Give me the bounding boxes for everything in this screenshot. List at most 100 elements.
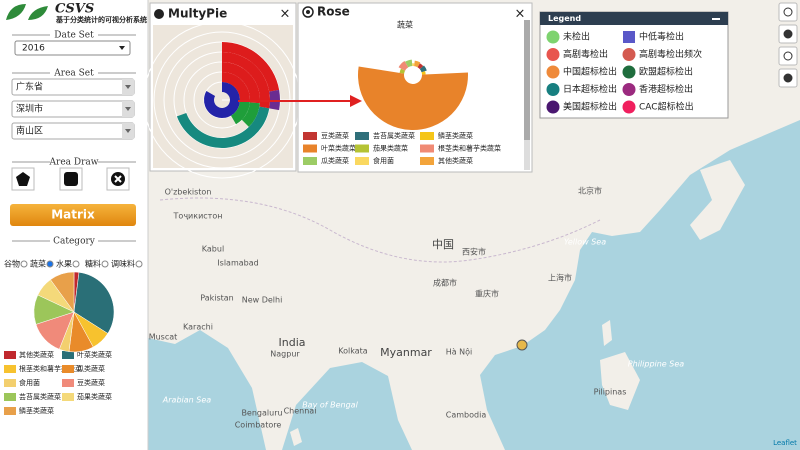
- rose-sector[interactable]: [398, 61, 409, 71]
- map-label: Kabul: [202, 245, 224, 254]
- rose-sector[interactable]: [417, 63, 424, 70]
- polar-arc[interactable]: [204, 82, 240, 118]
- legend-label: 高剧毒检出: [563, 48, 608, 60]
- polar-arc[interactable]: [222, 52, 271, 109]
- polar-arc[interactable]: [231, 100, 250, 125]
- legend-header: [540, 12, 728, 25]
- pie-slice[interactable]: [50, 271, 75, 313]
- legend-label: 茄果类蔬菜: [77, 392, 112, 401]
- polar-arc[interactable]: [176, 106, 270, 148]
- map-sea: [282, 362, 412, 450]
- map-sea: [148, 330, 266, 450]
- category-radio[interactable]: [135, 260, 143, 268]
- legend-label: 中国超标检出: [563, 66, 617, 78]
- map-label: 中国: [432, 238, 454, 251]
- close-button[interactable]: ×: [515, 7, 526, 22]
- rose-sector[interactable]: [414, 60, 421, 68]
- section-label: Area Draw: [49, 158, 99, 168]
- legend-swatch: [4, 379, 16, 387]
- legend-label: 根茎类和薯芋类蔬菜: [438, 144, 501, 153]
- rose-sector[interactable]: [421, 71, 426, 75]
- category-radio[interactable]: [101, 260, 109, 268]
- legend-label: 欧盟超标检出: [639, 66, 693, 78]
- category-radio[interactable]: [20, 260, 28, 268]
- category-radio[interactable]: [72, 260, 80, 268]
- select-value: 南山区: [16, 125, 43, 137]
- close-button[interactable]: ×: [280, 7, 291, 22]
- category-radio[interactable]: [46, 260, 54, 268]
- legend-label: 其他类蔬菜: [19, 350, 54, 359]
- legend-label: 叶菜类蔬菜: [321, 144, 356, 153]
- map-label: Arabian Sea: [162, 396, 211, 405]
- legend-label: 高剧毒检出频次: [639, 48, 702, 60]
- rose-icon: [302, 6, 314, 18]
- select-value: 深圳市: [16, 103, 43, 115]
- map-label: 西安市: [462, 247, 486, 257]
- map-label: 重庆市: [475, 289, 499, 299]
- pie-icon: [154, 9, 164, 19]
- rose-sector[interactable]: [404, 59, 413, 68]
- polar-arc[interactable]: [222, 72, 250, 100]
- date-select[interactable]: [14, 40, 131, 56]
- toolbar-button[interactable]: [778, 2, 798, 22]
- toolbar-icon: [783, 51, 793, 61]
- matrix-button[interactable]: [10, 204, 136, 226]
- category-option: 糖料: [85, 259, 101, 269]
- rose-title: 蔬菜: [397, 20, 413, 30]
- minimize-button[interactable]: [712, 18, 720, 20]
- panel-title: Rose: [317, 5, 350, 19]
- legend-swatch: [62, 393, 74, 401]
- select-arrow: [119, 46, 125, 50]
- legend-swatch: [355, 157, 369, 165]
- rose-sector[interactable]: [358, 66, 468, 131]
- section-label: Area Set: [53, 69, 94, 79]
- legend-swatch: [355, 144, 369, 153]
- scrollbar-thumb[interactable]: [524, 20, 530, 140]
- map-attribution[interactable]: Leaflet: [773, 439, 797, 447]
- legend-label: 豆类蔬菜: [77, 378, 105, 387]
- rose-sector[interactable]: [419, 65, 427, 73]
- toolbar-button[interactable]: [778, 46, 798, 66]
- legend-label: 豆类蔬菜: [321, 131, 349, 140]
- legend-swatch: [62, 365, 74, 373]
- section-label: Date Set: [54, 31, 94, 41]
- link-arrowhead: [350, 95, 362, 107]
- polar-arc[interactable]: [222, 42, 280, 92]
- toolbar: [778, 2, 798, 88]
- legend-symbol: [622, 48, 636, 61]
- legend-label: 食用菌: [19, 378, 40, 387]
- map-label: Yellow Sea: [564, 238, 606, 247]
- matrix-button-label: Matrix: [51, 208, 95, 222]
- map-label: Coimbatore: [235, 421, 282, 430]
- map-label: O'zbekiston: [165, 188, 212, 197]
- subtitle: 基于分类统计的可视分析系统: [55, 15, 147, 24]
- polar-arc[interactable]: [241, 102, 260, 127]
- legend-label: 鳞茎类蔬菜: [19, 406, 54, 415]
- legend-symbol: [623, 31, 635, 43]
- rose-icon-dot: [306, 10, 310, 14]
- map-label: Bengaluru: [241, 409, 282, 418]
- map-label: Pilipinas: [594, 388, 627, 397]
- logo-icon: [6, 4, 48, 20]
- map-label: Bay of Bengal: [302, 401, 358, 410]
- rose-sector[interactable]: [412, 63, 415, 67]
- rose-sector[interactable]: [399, 68, 406, 74]
- legend-label: 瓜类蔬菜: [77, 364, 105, 373]
- legend-label: 芸苔属类蔬菜: [19, 392, 61, 401]
- legend-swatch: [303, 144, 317, 153]
- select-arrow: [125, 129, 131, 133]
- legend-label: 根茎类和薯芋类蔬菜: [19, 364, 82, 373]
- legend-label: 茄果类蔬菜: [373, 144, 408, 153]
- map-label: Karachi: [183, 323, 213, 332]
- map-label: New Delhi: [242, 296, 283, 305]
- legend-swatch: [4, 365, 16, 373]
- category-option: 蔬菜: [30, 259, 46, 269]
- map-label: Тоҷикистон: [173, 212, 223, 221]
- legend-symbol: [622, 65, 636, 79]
- polar-arc[interactable]: [222, 62, 260, 104]
- map-label: Philippine Sea: [628, 360, 684, 369]
- logo: CSVS: [55, 2, 94, 17]
- map-location-marker[interactable]: [516, 339, 528, 351]
- map-label: Myanmar: [380, 346, 432, 359]
